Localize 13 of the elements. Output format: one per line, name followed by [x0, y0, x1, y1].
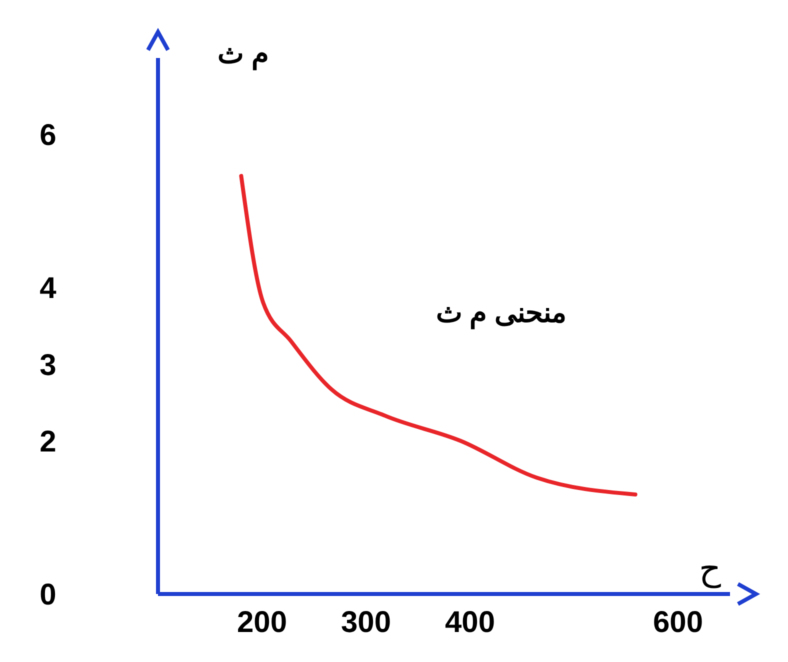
y-tick-label: 0 — [40, 578, 56, 612]
x-axis-title: ح — [699, 550, 721, 589]
y-tick-label: 3 — [40, 348, 56, 382]
y-tick-label: 2 — [40, 425, 56, 458]
x-tick-label: 300 — [340, 606, 392, 639]
y-tick-label: 6 — [40, 119, 56, 152]
x-tick-label: 400 — [444, 606, 496, 639]
line-series — [239, 174, 638, 496]
x-tick-label: 200 — [236, 606, 288, 639]
x-tick-label: 600 — [652, 606, 704, 639]
annotation: منحنى م ث — [436, 297, 566, 330]
y-axis-title: م ث — [218, 38, 268, 71]
y-tick-label: 4 — [40, 272, 57, 306]
